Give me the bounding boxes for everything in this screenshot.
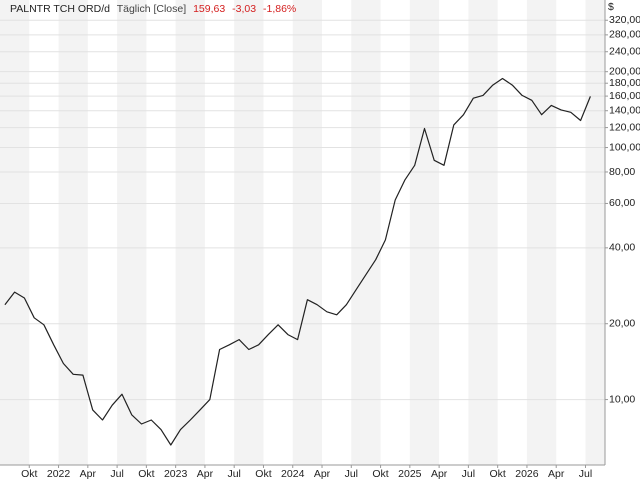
subtitle: Täglich [Close] xyxy=(117,3,187,15)
chart-title: PALNTR TCH ORD/d xyxy=(10,3,110,15)
y-tick-label: 40,00 xyxy=(609,242,635,254)
y-unit: $ xyxy=(608,1,614,13)
x-tick-label: Okt xyxy=(372,468,388,480)
y-tick-label: 160,00 xyxy=(609,90,640,102)
background-band xyxy=(526,0,557,465)
x-tick-label: Apr xyxy=(197,468,214,480)
y-tick-label: 320,00 xyxy=(609,14,640,26)
x-tick-label: 2026 xyxy=(515,468,539,480)
x-tick-label: Apr xyxy=(431,468,448,480)
background-band xyxy=(468,0,498,465)
background-band xyxy=(175,0,205,465)
y-tick-label: 120,00 xyxy=(609,121,640,133)
y-tick-label: 60,00 xyxy=(609,197,635,209)
y-tick-label: 200,00 xyxy=(609,65,640,77)
y-tick-label: 140,00 xyxy=(609,105,640,117)
x-tick-label: 2023 xyxy=(164,468,188,480)
background-band xyxy=(234,0,264,465)
header: PALNTR TCH ORD/d Täglich [Close] 159,63 … xyxy=(10,3,296,15)
x-tick-label: Apr xyxy=(80,468,97,480)
background-band xyxy=(117,0,147,465)
x-tick-label: Okt xyxy=(489,468,505,480)
background-band xyxy=(351,0,381,465)
x-tick-label: Jul xyxy=(227,468,240,480)
x-tick-label: Jul xyxy=(462,468,475,480)
x-tick-label: Okt xyxy=(138,468,154,480)
change-percent: -1,86% xyxy=(263,3,296,15)
y-tick-label: 20,00 xyxy=(609,317,635,329)
change: -3,03 xyxy=(232,3,256,15)
y-tick-label: 240,00 xyxy=(609,46,640,58)
x-tick-label: Jul xyxy=(579,468,592,480)
x-tick-label: Okt xyxy=(255,468,271,480)
y-tick-label: 280,00 xyxy=(609,29,640,41)
background-bands xyxy=(0,0,605,465)
background-band xyxy=(585,0,605,465)
background-band xyxy=(409,0,440,465)
background-band xyxy=(58,0,88,465)
x-tick-label: Jul xyxy=(110,468,123,480)
plot xyxy=(4,77,591,446)
background-band xyxy=(0,0,30,465)
x-tick-label: Okt xyxy=(21,468,37,480)
x-tick-label: 2025 xyxy=(398,468,422,480)
price-line xyxy=(4,77,591,446)
x-tick-label: 2024 xyxy=(281,468,305,480)
x-tick-label: Jul xyxy=(345,468,358,480)
x-tick-label: Apr xyxy=(548,468,565,480)
y-tick-label: 100,00 xyxy=(609,141,640,153)
x-tick-label: 2022 xyxy=(47,468,71,480)
grid xyxy=(0,19,605,401)
y-tick-label: 10,00 xyxy=(609,393,635,405)
background-band xyxy=(292,0,323,465)
y-tick-label: 80,00 xyxy=(609,166,635,178)
x-tick-label: Apr xyxy=(314,468,331,480)
last-price: 159,63 xyxy=(193,3,225,15)
y-tick-label: 180,00 xyxy=(609,77,640,89)
